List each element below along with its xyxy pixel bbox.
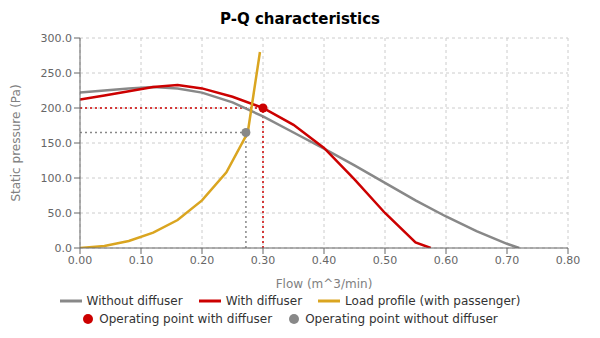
svg-text:Static pressure (Pa): Static pressure (Pa): [9, 84, 23, 201]
html-text:P-Q characteristics: P-Q characteristics: [220, 10, 380, 28]
svg-text:0.50: 0.50: [373, 254, 398, 267]
svg-text:0.0: 0.0: [55, 242, 73, 255]
svg-text:0.00: 0.00: [68, 254, 93, 267]
html-text:Operating point with diffuser: Operating point with diffuser: [99, 312, 273, 326]
svg-text:300.0: 300.0: [41, 32, 73, 45]
svg-text:200.0: 200.0: [41, 102, 73, 115]
svg-text:Flow (m^3/min): Flow (m^3/min): [276, 277, 373, 291]
svg-text:0.20: 0.20: [190, 254, 215, 267]
html-text:With diffuser: With diffuser: [225, 294, 303, 308]
svg-text:50.0: 50.0: [48, 207, 73, 220]
svg-text:150.0: 150.0: [41, 137, 73, 150]
html-text:Load profile (with passenger): Load profile (with passenger): [345, 294, 521, 308]
svg-text:0.60: 0.60: [434, 254, 459, 267]
svg-text:0.80: 0.80: [556, 254, 581, 267]
html-text:Operating point without diffus: Operating point without diffuser: [305, 312, 498, 326]
svg-text:0.40: 0.40: [312, 254, 337, 267]
html-text:Without diffuser: Without diffuser: [86, 294, 183, 308]
svg-text:250.0: 250.0: [41, 67, 73, 80]
svg-text:0.10: 0.10: [129, 254, 154, 267]
svg-text:100.0: 100.0: [41, 172, 73, 185]
svg-text:0.70: 0.70: [495, 254, 520, 267]
svg-text:0.30: 0.30: [251, 254, 276, 267]
